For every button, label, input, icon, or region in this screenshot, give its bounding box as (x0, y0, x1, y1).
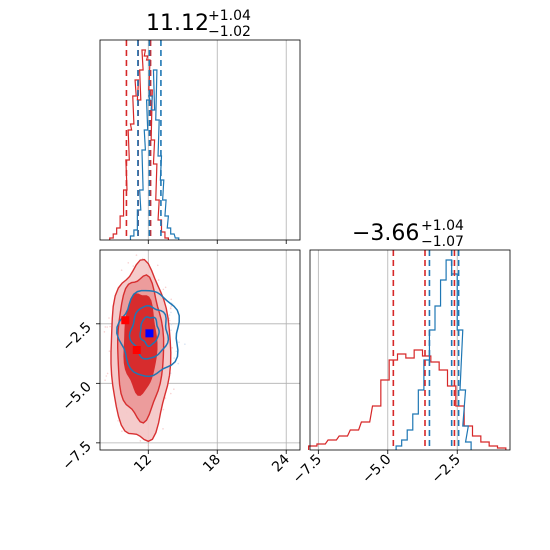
joint-scatter-blue-52 (170, 329, 172, 331)
hist2-series-0 (308, 349, 507, 450)
joint-scatter-red-47 (170, 298, 173, 301)
hist1-series-0 (109, 49, 169, 240)
joint-ytick-label-2: −2.5 (59, 319, 94, 354)
title-param-1-value: 11.12 (146, 11, 209, 36)
joint-truth-marker-red (121, 316, 130, 325)
joint-scatter-red-93 (139, 440, 142, 442)
hist2-frame (309, 249, 511, 451)
joint-scatter-blue-67 (168, 314, 171, 316)
joint-scatter-red-22 (141, 257, 144, 260)
joint-scatter-red-83 (164, 397, 167, 399)
joint-scatter-red-44 (135, 254, 138, 256)
title-param-2-plus: +1.04 (421, 218, 464, 234)
joint-scatter-red-38 (170, 392, 172, 395)
joint-panel: 12 18 24 −7.5 −5.0 −2.5 (59, 249, 301, 476)
joint-xtick-label-2: 24 (269, 451, 293, 475)
joint-xtick-label-0: 12 (131, 452, 155, 476)
joint-scatter-red-70 (109, 325, 111, 328)
histogram-panel-param-1 (99, 39, 301, 244)
joint-estimate-marker-blue (145, 329, 154, 338)
joint-scatter-blue-70 (173, 357, 175, 359)
joint-xtick-label-1: 18 (200, 452, 224, 476)
joint-scatter-red-32 (108, 317, 110, 319)
joint-scatter-red-58 (106, 372, 109, 375)
title-param-2-minus: −1.07 (421, 234, 464, 250)
joint-scatter-red-88 (104, 379, 106, 381)
joint-scatter-red-54 (121, 430, 123, 433)
title-param-2-value: −3.66 (352, 221, 419, 246)
hist2-xtick-label-0: −7.5 (290, 452, 325, 487)
joint-scatter-red-5 (132, 265, 135, 267)
title-param-1-minus: −1.02 (208, 24, 251, 40)
joint-scatter-red-71 (120, 269, 123, 272)
joint-scatter-blue-32 (170, 323, 173, 326)
hist2-xtick-label-2: −2.5 (429, 452, 464, 487)
histogram-panel-param-2: −7.5 −5.0 −2.5 (290, 249, 511, 487)
joint-scatter-red-11 (173, 388, 175, 390)
title-param-1-plus: +1.04 (208, 8, 251, 24)
joint-scatter-blue-18 (178, 341, 180, 344)
title-param-2: −3.66 +1.04 −1.07 (352, 218, 464, 250)
hist2-xtick-label-1: −5.0 (359, 452, 394, 487)
joint-scatter-red-50 (162, 288, 165, 291)
joint-scatter-red-74 (169, 307, 172, 310)
joint-scatter-red-97 (103, 331, 106, 333)
joint-ytick-label-0: −7.5 (59, 438, 94, 473)
joint-scatter-red-89 (117, 419, 119, 422)
title-param-1: 11.12 +1.04 −1.02 (146, 8, 251, 40)
joint-scatter-red-87 (147, 444, 150, 447)
joint-scatter-red-81 (164, 286, 167, 289)
joint-scatter-red-106 (127, 262, 130, 264)
joint-estimate-marker-red (132, 346, 141, 354)
joint-scatter-red-79 (105, 375, 108, 377)
hist1-frame (99, 39, 301, 241)
joint-blue-contour-1 (128, 304, 170, 360)
hist2-series-1 (395, 259, 472, 450)
joint-inner (100, 250, 300, 450)
joint-scatter-red-86 (108, 350, 111, 352)
joint-blue-contour-0 (139, 316, 160, 348)
joint-scatter-red-16 (156, 264, 159, 267)
joint-scatter-blue-47 (184, 343, 186, 345)
joint-scatter-blue-14 (175, 350, 178, 353)
joint-scatter-red-37 (162, 428, 164, 430)
joint-scatter-red-69 (171, 346, 173, 349)
joint-scatter-blue-76 (170, 311, 172, 314)
joint-scatter-red-21 (170, 305, 173, 308)
joint-ytick-label-1: −5.0 (59, 379, 94, 414)
joint-scatter-red-115 (168, 319, 171, 322)
joint-scatter-red-48 (106, 326, 108, 328)
hist1-series-1 (129, 69, 180, 240)
joint-scatter-blue-6 (177, 362, 180, 365)
joint-scatter-red-19 (157, 279, 160, 281)
joint-scatter-red-84 (104, 326, 107, 328)
joint-scatter-red-95 (162, 408, 165, 411)
joint-frame (99, 249, 301, 451)
joint-blue-contour-2 (116, 289, 180, 378)
